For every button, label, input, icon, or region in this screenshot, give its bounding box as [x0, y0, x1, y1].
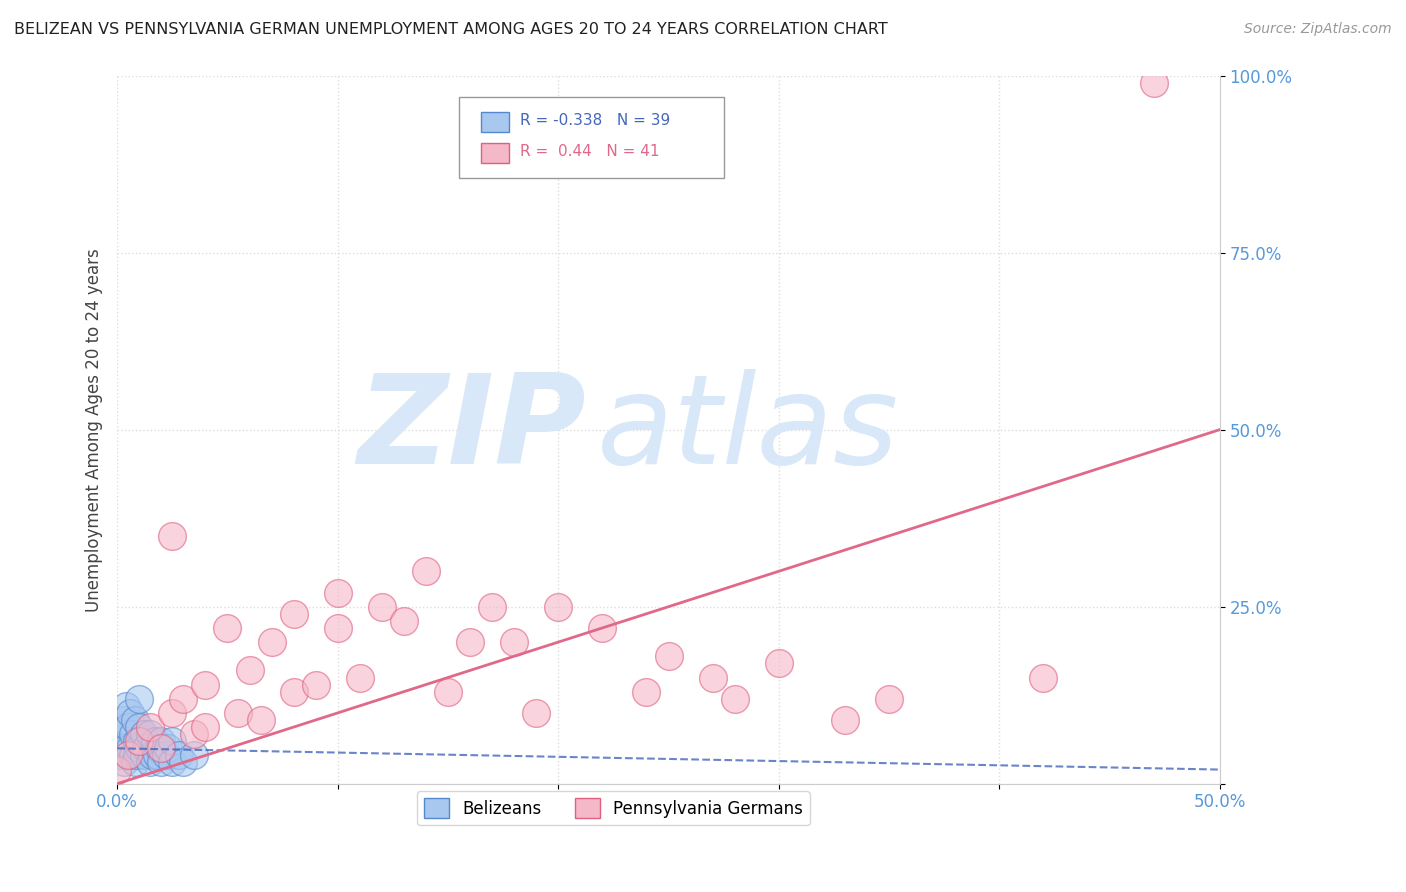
- Point: [112, 713, 135, 727]
- Point: [481, 599, 503, 614]
- FancyBboxPatch shape: [481, 112, 509, 132]
- Point: [283, 607, 305, 621]
- Point: [139, 756, 162, 770]
- Point: [524, 706, 547, 720]
- Point: [326, 621, 349, 635]
- Point: [148, 741, 170, 756]
- Point: [458, 635, 481, 649]
- Point: [1143, 76, 1166, 90]
- Point: [238, 664, 260, 678]
- Point: [125, 748, 148, 763]
- Point: [392, 614, 415, 628]
- Y-axis label: Unemployment Among Ages 20 to 24 years: Unemployment Among Ages 20 to 24 years: [86, 248, 103, 612]
- Point: [120, 706, 142, 720]
- Point: [194, 677, 217, 691]
- Point: [110, 727, 132, 741]
- Point: [128, 691, 150, 706]
- Text: BELIZEAN VS PENNSYLVANIA GERMAN UNEMPLOYMENT AMONG AGES 20 TO 24 YEARS CORRELATI: BELIZEAN VS PENNSYLVANIA GERMAN UNEMPLOY…: [14, 22, 887, 37]
- Point: [128, 720, 150, 734]
- Point: [132, 748, 155, 763]
- Point: [162, 529, 184, 543]
- Point: [121, 748, 143, 763]
- Point: [724, 691, 747, 706]
- Point: [1032, 671, 1054, 685]
- Point: [120, 741, 142, 756]
- Point: [415, 564, 437, 578]
- Point: [115, 741, 138, 756]
- Text: Source: ZipAtlas.com: Source: ZipAtlas.com: [1244, 22, 1392, 37]
- Point: [108, 748, 131, 763]
- Point: [349, 671, 371, 685]
- Point: [162, 734, 184, 748]
- Point: [228, 706, 250, 720]
- Point: [657, 649, 679, 664]
- Point: [194, 720, 217, 734]
- Point: [547, 599, 569, 614]
- Point: [150, 741, 173, 756]
- Point: [326, 585, 349, 599]
- Point: [112, 756, 135, 770]
- Point: [636, 684, 658, 698]
- Point: [260, 635, 283, 649]
- Point: [877, 691, 900, 706]
- Point: [121, 727, 143, 741]
- Point: [591, 621, 613, 635]
- Point: [139, 727, 162, 741]
- FancyBboxPatch shape: [481, 143, 509, 162]
- Point: [172, 756, 194, 770]
- Point: [768, 657, 790, 671]
- Point: [146, 748, 169, 763]
- Point: [150, 756, 173, 770]
- Point: [124, 713, 146, 727]
- Point: [128, 741, 150, 756]
- Point: [125, 734, 148, 748]
- Text: atlas: atlas: [598, 369, 898, 490]
- Point: [305, 677, 328, 691]
- Point: [143, 734, 166, 748]
- Point: [156, 741, 179, 756]
- Text: R =  0.44   N = 41: R = 0.44 N = 41: [520, 144, 659, 159]
- Point: [503, 635, 526, 649]
- Point: [283, 684, 305, 698]
- Point: [183, 727, 205, 741]
- Point: [128, 734, 150, 748]
- Point: [124, 756, 146, 770]
- Point: [115, 698, 138, 713]
- Point: [117, 720, 139, 734]
- Point: [155, 748, 177, 763]
- Point: [141, 748, 163, 763]
- Text: ZIP: ZIP: [357, 369, 586, 490]
- Point: [117, 748, 139, 763]
- Point: [172, 691, 194, 706]
- Point: [105, 763, 128, 777]
- Point: [702, 671, 724, 685]
- Point: [249, 713, 271, 727]
- Point: [162, 756, 184, 770]
- Point: [105, 741, 128, 756]
- Point: [132, 727, 155, 741]
- Point: [183, 748, 205, 763]
- Point: [834, 713, 856, 727]
- Point: [167, 748, 190, 763]
- Point: [135, 741, 157, 756]
- Point: [150, 734, 173, 748]
- Point: [139, 720, 162, 734]
- Point: [437, 684, 460, 698]
- FancyBboxPatch shape: [458, 96, 724, 178]
- Point: [162, 706, 184, 720]
- Point: [105, 720, 128, 734]
- Text: R = -0.338   N = 39: R = -0.338 N = 39: [520, 113, 669, 128]
- Point: [117, 748, 139, 763]
- Point: [371, 599, 394, 614]
- Legend: Belizeans, Pennsylvania Germans: Belizeans, Pennsylvania Germans: [418, 791, 810, 825]
- Point: [217, 621, 239, 635]
